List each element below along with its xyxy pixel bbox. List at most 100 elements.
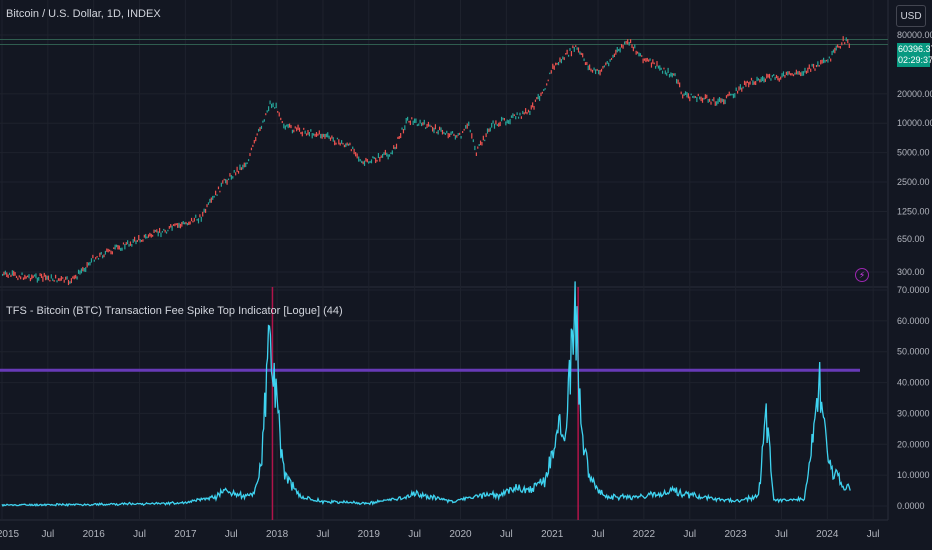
candle	[349, 142, 351, 146]
candle	[104, 250, 107, 255]
candle	[632, 46, 634, 52]
candle	[780, 76, 782, 80]
candle	[635, 50, 637, 55]
candle	[522, 110, 524, 115]
candle	[128, 244, 130, 247]
candle	[532, 102, 534, 108]
candle	[804, 67, 806, 73]
candle	[659, 65, 661, 71]
candle	[469, 129, 471, 133]
candle	[664, 70, 666, 75]
candle	[707, 99, 709, 103]
candle	[770, 78, 772, 81]
candle	[667, 67, 669, 73]
indicator-title: TFS - Bitcoin (BTC) Transaction Fee Spik…	[6, 305, 343, 317]
x-tick-label: 2018	[266, 529, 289, 540]
y-tick-label: 50.0000	[897, 347, 930, 357]
candle	[315, 132, 318, 137]
candle	[488, 128, 490, 132]
candle	[741, 87, 743, 92]
x-tick-label: Jul	[133, 529, 146, 540]
candle	[444, 132, 446, 135]
candle	[723, 99, 725, 105]
candle	[710, 101, 712, 105]
candle	[75, 274, 77, 279]
y-tick-label: 5000.00	[897, 148, 930, 158]
candle	[818, 65, 820, 67]
candle	[209, 198, 211, 203]
candle	[153, 229, 155, 233]
candle	[358, 156, 360, 162]
candle	[599, 69, 601, 76]
y-tick-label: 40.0000	[897, 378, 930, 388]
candle	[711, 99, 714, 101]
candle	[509, 118, 511, 125]
candle	[594, 69, 597, 75]
candle	[618, 49, 620, 52]
candle	[610, 57, 613, 60]
candle	[785, 71, 787, 76]
lightning-bolt-icon[interactable]: ⚡	[855, 268, 869, 282]
candle	[838, 46, 840, 48]
candle	[784, 74, 786, 78]
currency-button[interactable]: USD	[896, 5, 926, 27]
candle	[790, 73, 792, 76]
candle	[60, 276, 62, 281]
candle	[759, 79, 761, 83]
candle	[543, 89, 545, 92]
candle	[534, 99, 537, 102]
candle	[379, 157, 381, 162]
candle	[674, 73, 676, 77]
candle	[680, 91, 682, 95]
candle	[724, 99, 726, 105]
candle	[489, 127, 491, 132]
candle	[164, 229, 166, 233]
candle	[553, 65, 555, 70]
candle	[212, 195, 214, 200]
candle	[278, 112, 280, 117]
candle	[557, 61, 560, 66]
candle	[171, 225, 173, 231]
candle	[832, 49, 835, 53]
candle	[179, 223, 182, 229]
candle	[655, 65, 657, 69]
candle	[602, 66, 604, 69]
candle	[82, 266, 84, 272]
candle	[598, 69, 600, 75]
candle	[567, 54, 570, 57]
candle	[353, 148, 355, 155]
candle	[257, 128, 260, 132]
candle	[174, 223, 176, 227]
candle	[462, 131, 464, 134]
candle	[188, 221, 190, 225]
candle	[252, 144, 254, 147]
candle	[450, 131, 452, 136]
candle	[203, 208, 205, 213]
y-tick-label: 80000.00	[897, 30, 932, 40]
candle	[345, 143, 347, 148]
x-tick-label: 2016	[83, 529, 106, 540]
candle	[195, 214, 197, 218]
candle	[609, 59, 611, 62]
candle	[352, 146, 354, 150]
candle	[590, 68, 592, 72]
candle	[120, 247, 122, 251]
candle	[619, 47, 621, 53]
candle	[106, 248, 108, 252]
candle	[233, 170, 235, 173]
candle	[505, 121, 507, 126]
x-tick-label: 2015	[0, 529, 20, 540]
candle	[728, 91, 730, 96]
candle	[486, 128, 489, 134]
candle	[394, 147, 396, 150]
candle	[781, 73, 783, 78]
candle	[57, 278, 60, 281]
candle	[223, 178, 225, 181]
candle	[510, 115, 513, 118]
candle	[500, 116, 503, 122]
y-tick-label: 20.0000	[897, 439, 930, 449]
candle	[697, 93, 699, 97]
candle	[516, 112, 518, 116]
candle	[277, 110, 279, 113]
candle	[666, 72, 668, 76]
